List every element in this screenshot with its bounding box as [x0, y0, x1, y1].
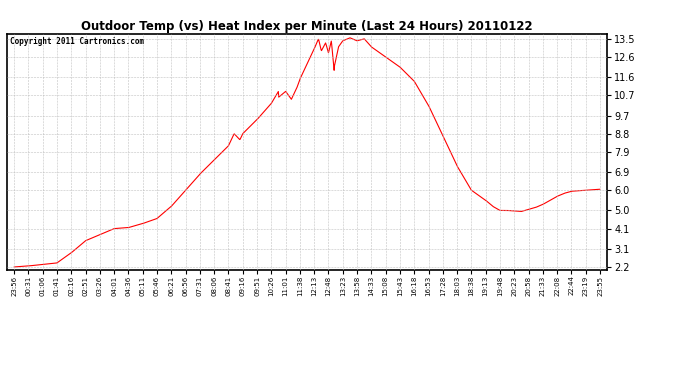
Title: Outdoor Temp (vs) Heat Index per Minute (Last 24 Hours) 20110122: Outdoor Temp (vs) Heat Index per Minute …	[81, 20, 533, 33]
Text: Copyright 2011 Cartronics.com: Copyright 2011 Cartronics.com	[10, 37, 144, 46]
